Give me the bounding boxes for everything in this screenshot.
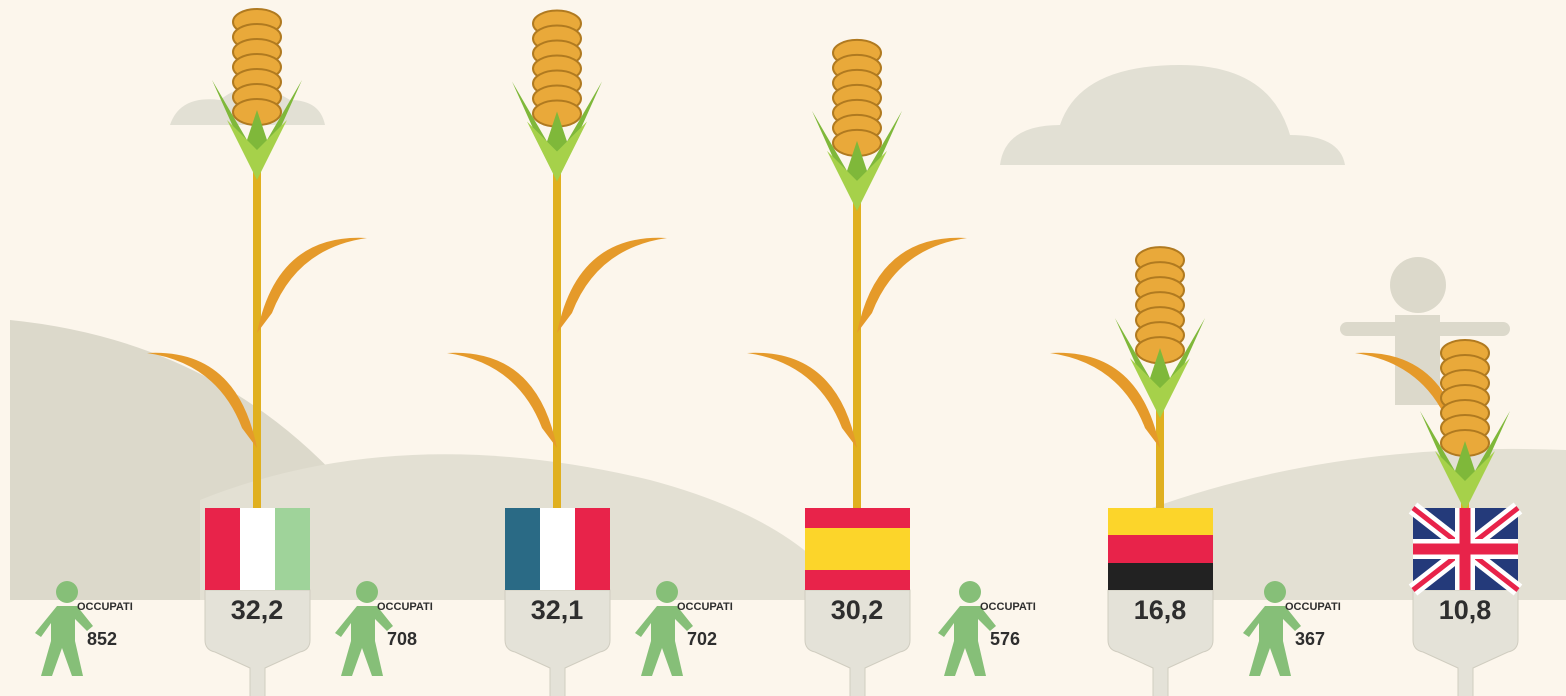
flag-stripe <box>1108 535 1213 563</box>
occupati-label: OCCUPATI <box>677 601 733 613</box>
flag-stripe <box>1108 563 1213 590</box>
occupati-label: OCCUPATI <box>980 601 1036 613</box>
person-head <box>656 581 678 603</box>
flag-stripe <box>505 508 540 590</box>
value-label: 16,8 <box>1134 595 1187 625</box>
value-label: 32,1 <box>531 595 584 625</box>
flag-stripe <box>575 508 610 590</box>
value-label: 32,2 <box>231 595 284 625</box>
person-head <box>56 581 78 603</box>
person-head <box>959 581 981 603</box>
occupati-label: OCCUPATI <box>77 601 133 613</box>
occupati-value: 852 <box>87 629 117 649</box>
occupati-label: OCCUPATI <box>1285 601 1341 613</box>
flag-stripe <box>1108 508 1213 535</box>
flag-stripe <box>275 508 310 590</box>
flag-stripe <box>805 570 910 590</box>
occupati-value: 367 <box>1295 629 1325 649</box>
flag-stripe <box>805 508 910 528</box>
flag-stripe <box>540 508 575 590</box>
person-head <box>1264 581 1286 603</box>
chart: 32,2 OCCUPATI 852 32,1 OCCUPATI 708 30,2 OCCUPA… <box>0 0 1566 696</box>
occupati-value: 576 <box>990 629 1020 649</box>
flag-stripe <box>805 528 910 570</box>
flag-stripe <box>240 508 275 590</box>
value-label: 30,2 <box>831 595 884 625</box>
value-label: 10,8 <box>1439 595 1492 625</box>
occupati-label: OCCUPATI <box>377 601 433 613</box>
occupati-value: 708 <box>387 629 417 649</box>
person-head <box>356 581 378 603</box>
occupati-value: 702 <box>687 629 717 649</box>
flag-stripe <box>205 508 240 590</box>
